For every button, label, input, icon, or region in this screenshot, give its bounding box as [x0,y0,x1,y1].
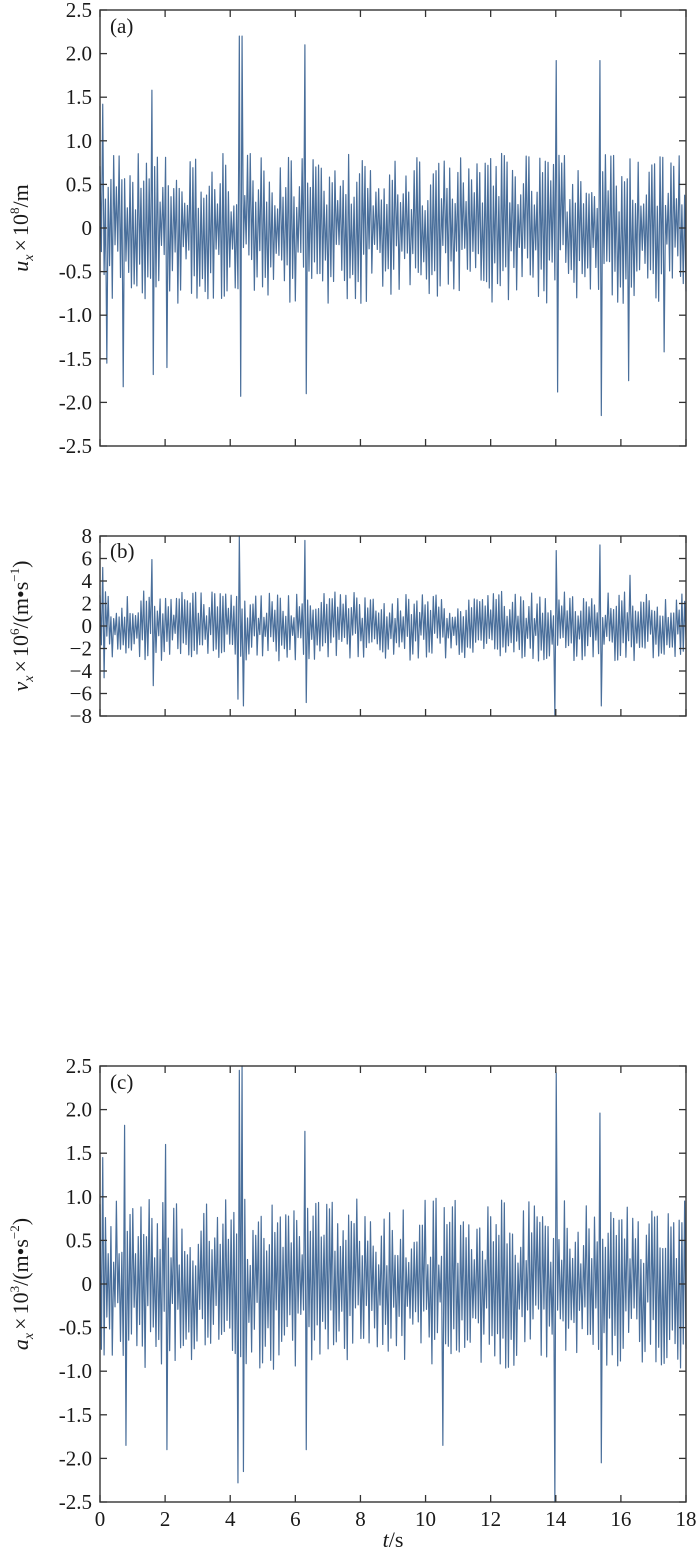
panel-label-b: (b) [110,539,135,563]
y-tick-label: 4 [82,569,93,593]
y-tick-label: 1.0 [66,129,92,153]
y-tick-label: 2.0 [66,1098,92,1122]
y-tick-label: -2.0 [59,1446,92,1470]
y-tick-label: 2 [82,592,93,616]
y-tick-label: −4 [70,659,93,683]
y-tick-label: 0 [82,614,93,638]
x-tick-label: 8 [355,1507,366,1531]
y-axis-label-a: ux×108/m [7,184,37,271]
tick-marks-b [99,535,687,717]
y-tick-label: 0 [82,216,93,240]
y-tick-label: 2.5 [66,1054,92,1078]
y-tick-label: 1.5 [66,85,92,109]
x-tick-label: 16 [610,1507,631,1531]
y-tick-label: 0.5 [66,172,92,196]
x-tick-label: 12 [480,1507,501,1531]
y-tick-label: -2.5 [59,434,92,458]
tick-marks-c [99,1065,687,1503]
signal-line [99,535,687,716]
y-tick-label: -2.5 [59,1490,92,1514]
y-tick-label: -1.5 [59,347,92,371]
y-tick-label: 8 [82,524,93,548]
y-tick-labels-c: 2.5 2.0 1.5 1.0 0.5 0 -0.5 -1.0 -1.5 -2.0 -2.5 [59,1054,92,1514]
y-tick-label: -0.5 [59,260,92,284]
panel-a: 2.5 2.0 1.5 1.0 0.5 0 -0.5 -1.0 -1.5 -2.0 -2.5 (a)… [7,0,687,458]
x-tick-label: 14 [545,1507,567,1531]
y-tick-label: 0.5 [66,1228,92,1252]
x-axis-label: t/s [383,1527,404,1552]
y-tick-label: 6 [82,547,93,571]
y-tick-label: -0.5 [59,1316,92,1340]
signal-plot-c [99,1065,687,1503]
signal-line [99,35,687,417]
signal-plot-b [99,535,687,716]
x-tick-label: 6 [290,1507,301,1531]
x-tick-label: 0 [95,1507,106,1531]
y-tick-label: −8 [70,704,92,728]
x-tick-label: 4 [225,1507,236,1531]
y-tick-label: -2.0 [59,390,92,414]
y-tick-labels-a: 2.5 2.0 1.5 1.0 0.5 0 -0.5 -1.0 -1.5 -2.0 -2.5 [59,0,92,458]
y-tick-label: -1.0 [59,1359,92,1383]
y-tick-label: -1.0 [59,303,92,327]
panel-label-a: (a) [110,14,133,38]
y-tick-label: 2.0 [66,42,92,66]
y-tick-label: −2 [70,637,92,661]
y-tick-label: 1.0 [66,1185,92,1209]
panel-c: 2.5 2.0 1.5 1.0 0.5 0 -0.5 -1.0 -1.5 -2.0 -2.5 0 2 4… [7,1054,697,1552]
y-tick-label: 2.5 [66,0,92,22]
y-axis-label-b: vx×106/(m•s−1) [7,561,37,692]
tick-marks-a [99,9,687,447]
signal-line [99,1065,687,1503]
y-tick-label: -1.5 [59,1403,92,1427]
panel-label-c: (c) [110,1070,133,1094]
y-tick-label: −6 [70,682,92,706]
x-tick-label: 10 [415,1507,436,1531]
y-tick-label: 1.5 [66,1141,92,1165]
x-tick-labels-c: 0 2 4 6 8 10 12 14 16 18 [95,1507,697,1531]
x-tick-label: 18 [676,1507,697,1531]
y-tick-label: 0 [82,1272,93,1296]
x-tick-label: 2 [160,1507,171,1531]
signal-plot-a [99,35,687,417]
y-axis-label-c: ax×103/(m•s−2) [7,1218,37,1350]
